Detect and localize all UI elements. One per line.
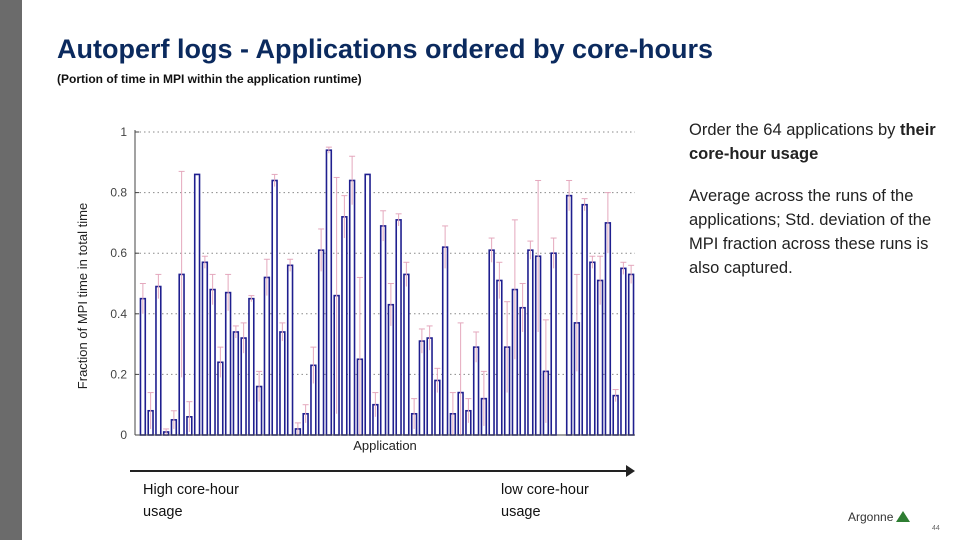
bar	[139, 297, 147, 436]
bar	[565, 194, 573, 436]
bar	[550, 252, 557, 436]
low-label-line2: usage	[501, 504, 541, 520]
chart-y-axis-label: Fraction of MPI time in total time	[75, 203, 90, 389]
bar	[279, 331, 286, 436]
chart-y-tick-labels: 0 0.2 0.4 0.6 0.8 1	[110, 125, 127, 442]
bar	[418, 340, 426, 436]
bar	[224, 291, 232, 436]
page-number: 44	[932, 525, 940, 532]
bar	[341, 216, 348, 436]
y-tick-label: 1	[120, 125, 127, 139]
logo-triangle-icon	[896, 511, 911, 522]
chart: 0 0.2 0.4 0.6 0.8 1 Application Fraction of M…	[75, 125, 635, 453]
slide-title: Autoperf logs - Applications ordered by …	[57, 34, 714, 64]
low-label-line1: low core-hour	[501, 482, 589, 498]
bar	[581, 203, 588, 436]
y-tick-label: 0.4	[110, 307, 127, 321]
high-label-line2: usage	[143, 504, 183, 520]
bar	[527, 249, 534, 436]
bar	[317, 249, 325, 436]
bar	[248, 297, 255, 436]
y-tick-label: 0.2	[110, 367, 127, 381]
bar	[364, 173, 371, 436]
bar	[155, 285, 162, 436]
bar	[348, 179, 356, 436]
bar	[286, 264, 294, 436]
y-tick-label: 0	[120, 428, 127, 442]
high-core-hour-label: High core-hour usage	[143, 479, 239, 523]
direction-arrow-head-icon	[626, 465, 635, 477]
low-core-hour-label: low core-hour usage	[501, 479, 589, 523]
bar	[604, 222, 612, 436]
bar	[488, 249, 495, 436]
bar	[496, 279, 503, 436]
slide-subtitle: (Portion of time in MPI within the appli…	[57, 72, 362, 86]
bar	[441, 246, 449, 436]
bar	[271, 179, 278, 436]
bar	[620, 267, 627, 436]
bar	[232, 331, 240, 436]
chart-x-axis-label: Application	[353, 438, 417, 453]
bar	[209, 288, 216, 436]
bar	[426, 337, 433, 436]
bar	[395, 219, 402, 436]
bar	[201, 261, 209, 436]
bar	[589, 261, 596, 436]
chart-axes	[134, 130, 635, 436]
bar	[263, 276, 271, 436]
bar	[403, 273, 410, 436]
y-tick-label: 0.8	[110, 186, 127, 200]
note-average: Average across the runs of the applicati…	[689, 187, 932, 277]
note-order-bold: their core-hour usage	[689, 121, 936, 163]
note-order: Order the 64 applications by their core-…	[689, 118, 951, 166]
direction-arrow-line	[130, 470, 628, 472]
chart-error-bars	[139, 146, 635, 435]
bar	[325, 149, 333, 436]
high-label-line1: High core-hour	[143, 482, 239, 498]
argonne-logo: Argonne	[848, 510, 911, 524]
y-tick-label: 0.6	[110, 246, 127, 260]
bar	[379, 225, 387, 436]
slide-side-bar	[0, 0, 22, 540]
bar	[627, 273, 635, 436]
note-order-plain: Order the 64 applications by	[689, 121, 896, 139]
logo-text: Argonne	[848, 510, 894, 524]
bar	[193, 173, 201, 436]
